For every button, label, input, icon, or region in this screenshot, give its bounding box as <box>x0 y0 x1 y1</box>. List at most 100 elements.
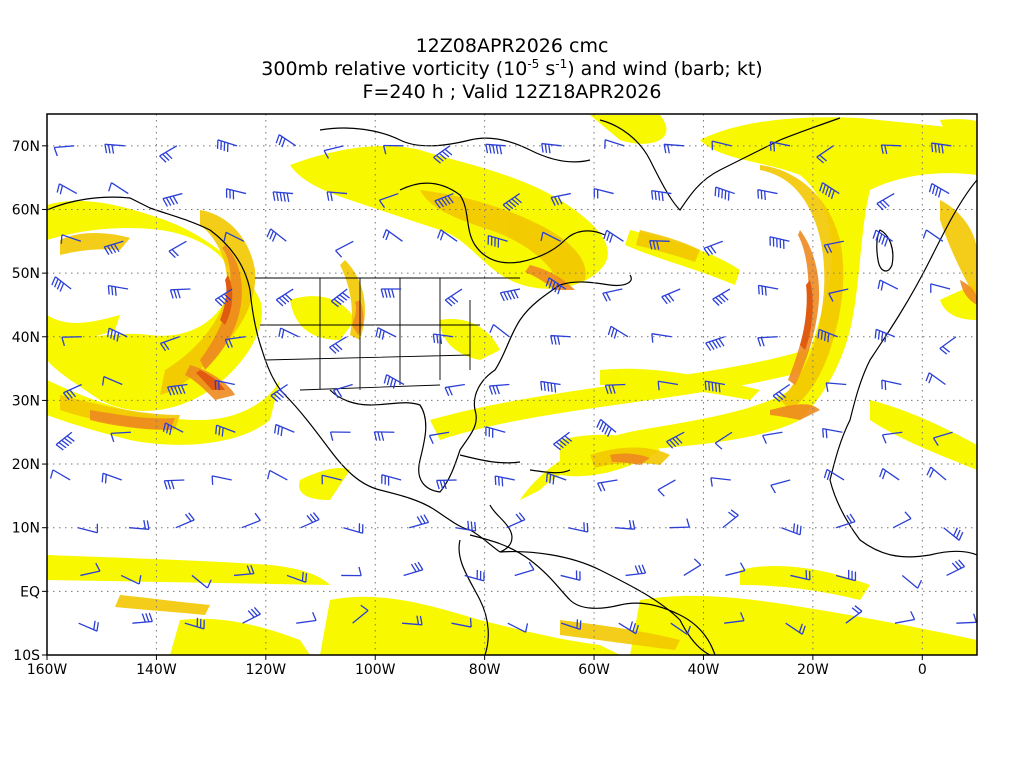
wind-barb <box>922 229 944 242</box>
wind-barb <box>494 475 515 487</box>
y-tick-labels: 10S EQ 10N 20N 30N 40N 50N 60N 70N <box>12 139 47 664</box>
wind-barb <box>602 288 623 302</box>
wind-barb <box>772 383 791 403</box>
wind-barb <box>175 512 195 529</box>
wind-barb <box>101 376 123 386</box>
wind-barb <box>596 418 617 437</box>
wind-barb <box>487 235 508 248</box>
wind-barb <box>670 622 691 636</box>
wind-barb <box>956 613 977 624</box>
wind-barb <box>946 559 966 577</box>
wind-barb <box>874 328 896 343</box>
caribbean <box>459 454 571 474</box>
y-tick-label: 60N <box>12 202 40 218</box>
wind-barb <box>725 562 746 577</box>
wind-barb <box>705 336 725 351</box>
wind-barb <box>214 379 235 391</box>
wind-barb <box>925 372 946 386</box>
wind-barb <box>545 277 567 295</box>
wind-barb <box>649 240 670 250</box>
graticule <box>47 114 977 655</box>
wind-barb <box>489 323 510 338</box>
wind-barb <box>877 279 899 291</box>
wind-barb <box>53 145 75 157</box>
wind-barb <box>267 469 288 481</box>
wind-barb <box>657 380 679 391</box>
vorticity-shading <box>47 115 977 655</box>
wind-barb <box>162 192 183 207</box>
wind-barb <box>62 383 82 401</box>
wind-barb <box>332 383 353 399</box>
arctic-islands <box>319 127 591 163</box>
wind-barb <box>107 284 129 296</box>
wind-barb <box>381 474 402 486</box>
wind-barb <box>60 234 82 244</box>
wind-barb <box>568 522 589 533</box>
x-tick-label: 140W <box>136 662 177 678</box>
wind-barb <box>550 192 571 206</box>
wind-barb <box>275 288 294 307</box>
wind-barb <box>825 382 847 392</box>
wind-barb <box>926 466 947 481</box>
wind-barb <box>191 574 212 589</box>
wind-barb <box>703 240 723 257</box>
wind-barb <box>378 192 399 209</box>
wind-barb <box>506 512 526 529</box>
wind-barb <box>661 288 681 305</box>
wind-barb <box>930 283 951 293</box>
wind-barb <box>816 145 834 164</box>
wind-barb <box>828 288 849 302</box>
x-tick-label: 160W <box>27 662 68 678</box>
wind-barb <box>433 145 453 164</box>
wind-barb <box>881 379 902 390</box>
wind-barb <box>823 240 844 254</box>
wind-barb <box>270 383 288 403</box>
wind-barb <box>233 564 255 577</box>
wind-barb <box>184 617 205 630</box>
wind-barb <box>266 228 287 242</box>
wind-barb <box>215 424 236 437</box>
south-america-coast <box>458 534 716 655</box>
wind-barb <box>618 621 640 635</box>
wind-barb <box>819 182 840 200</box>
europe-africa-coast <box>829 179 977 558</box>
wind-barb <box>879 468 900 481</box>
wind-barb <box>757 284 779 296</box>
wind-barb <box>274 423 295 437</box>
wind-barb <box>432 333 454 344</box>
x-tick-label: 120W <box>246 662 287 678</box>
wind-barb <box>352 604 369 624</box>
wind-barb <box>329 431 351 441</box>
wind-barb <box>223 231 245 242</box>
y-tick-label: 10N <box>12 521 40 537</box>
wind-barb <box>561 619 582 630</box>
uk-coast <box>876 229 894 272</box>
wind-barb <box>939 336 957 355</box>
wind-barb <box>614 519 636 530</box>
wind-barb <box>103 240 124 256</box>
wind-barb <box>704 380 726 393</box>
coastlines <box>47 117 977 655</box>
wind-barb <box>132 612 153 624</box>
wind-barb <box>603 229 624 243</box>
wind-barb <box>553 431 573 451</box>
wind-barb <box>943 527 964 541</box>
wind-barb <box>80 562 101 577</box>
wind-barb <box>162 422 184 436</box>
gulf-coast <box>329 274 632 493</box>
wind-barb <box>241 512 261 529</box>
wind-barb <box>451 618 472 628</box>
wind-barb <box>757 189 778 201</box>
wind-barb <box>822 427 843 439</box>
x-tick-label: 100W <box>355 662 396 678</box>
wind-barb <box>242 606 261 624</box>
wind-barb <box>514 561 535 577</box>
wind-barb <box>712 288 731 306</box>
y-tick-label: 10S <box>13 648 40 664</box>
wind-barb <box>78 620 99 632</box>
wind-barb <box>275 134 297 148</box>
wind-barb <box>872 229 893 247</box>
x-tick-label: 40W <box>688 662 720 678</box>
wind-barb <box>901 574 923 589</box>
wind-barb <box>663 143 685 154</box>
